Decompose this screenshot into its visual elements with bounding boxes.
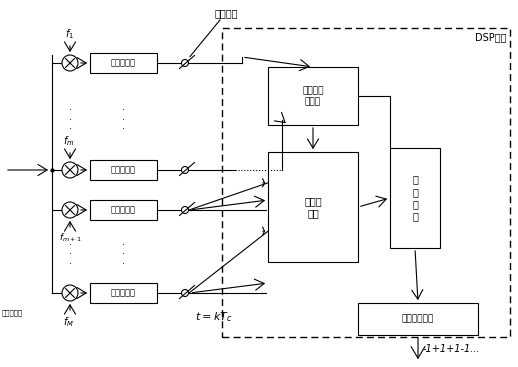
Circle shape: [62, 55, 78, 71]
Bar: [90, 283, 157, 303]
Text: -1+1+1-1...: -1+1+1-1...: [423, 344, 481, 354]
Text: DSP芯片: DSP芯片: [474, 32, 506, 42]
Text: $f_1$: $f_1$: [65, 27, 75, 41]
Text: 相关值
计算: 相关值 计算: [304, 196, 322, 218]
Text: 匹配滤波器: 匹配滤波器: [111, 288, 136, 298]
Text: .
.
.: . . .: [68, 237, 71, 266]
Text: $f_{m+1}$: $f_{m+1}$: [59, 232, 81, 244]
Text: 门
阈
判
决: 门 阈 判 决: [412, 174, 418, 222]
Text: 匹配滤波器: 匹配滤波器: [111, 166, 136, 174]
Bar: [358, 303, 478, 335]
Circle shape: [181, 59, 189, 66]
Text: 载波乘法器: 载波乘法器: [2, 309, 23, 316]
Text: .
.
.: . . .: [122, 102, 125, 131]
Circle shape: [62, 162, 78, 178]
Bar: [222, 28, 510, 337]
Bar: [268, 152, 358, 262]
Circle shape: [181, 290, 189, 297]
Text: .
.
.: . . .: [122, 237, 125, 266]
Bar: [390, 148, 440, 248]
Bar: [90, 53, 157, 73]
Text: $f_M$: $f_M$: [64, 315, 75, 329]
Text: 参考信号
取平均: 参考信号 取平均: [302, 86, 324, 106]
Circle shape: [181, 207, 189, 214]
Text: 采样开关: 采样开关: [215, 8, 238, 18]
Circle shape: [181, 167, 189, 174]
Bar: [90, 200, 157, 220]
Text: 匹配滤波器: 匹配滤波器: [111, 206, 136, 214]
Text: $t = kT_c$: $t = kT_c$: [195, 310, 233, 324]
Text: 匹配滤波器: 匹配滤波器: [111, 58, 136, 68]
Text: .
.
.: . . .: [68, 102, 71, 131]
Bar: [268, 67, 358, 125]
Text: 并串变换电路: 并串变换电路: [402, 315, 434, 323]
Circle shape: [62, 285, 78, 301]
Bar: [90, 160, 157, 180]
Circle shape: [62, 202, 78, 218]
Text: $f_m$: $f_m$: [63, 134, 75, 148]
